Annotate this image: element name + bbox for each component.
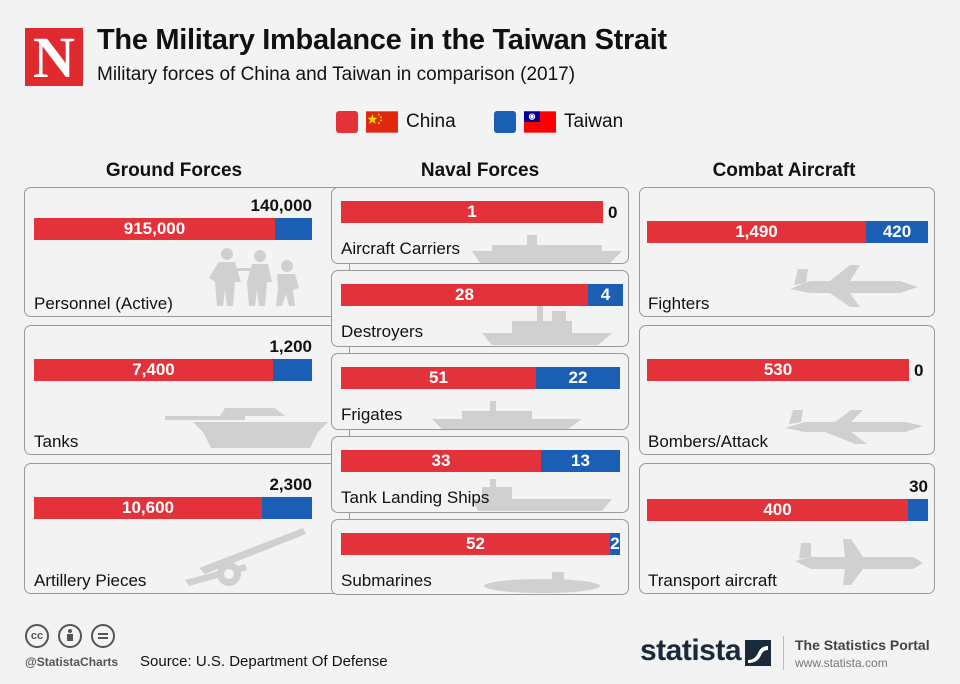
bar: 10,600 (34, 497, 312, 519)
panel-label: Artillery Pieces (34, 571, 147, 590)
legend-label-taiwan: Taiwan (564, 111, 624, 132)
panel-frigates: 51 22 Frigates (331, 353, 629, 430)
frigate-icon (432, 401, 582, 436)
bar-segment-china: 28 (341, 284, 588, 306)
panel-label: Frigates (341, 405, 403, 424)
bar-segment-china: 1 (341, 201, 603, 223)
landing-ship-icon (472, 479, 612, 518)
value-label-taiwan: 2,300 (269, 475, 312, 494)
bar-segment-china: 915,000 (34, 218, 275, 240)
china-swatch (336, 111, 358, 133)
panel-fighters: 1,490 420 Fighters (639, 187, 935, 317)
taiwan-swatch (494, 111, 516, 133)
bar-segment-taiwan (275, 218, 312, 240)
bar: 52 2 (341, 533, 620, 555)
panel-label: Tanks (34, 432, 79, 451)
value-label-taiwan: 1,200 (269, 337, 312, 356)
bar: 915,000 (34, 218, 312, 240)
bar: 400 (647, 499, 928, 521)
panel-artillery-pieces: 10,600 2,300 Artillery Pieces (24, 463, 350, 594)
panel-transport-aircraft: 400 30 Transport aircraft (639, 463, 935, 594)
attribution-icon (58, 624, 82, 648)
panel-submarines: 52 2 Submarines (331, 519, 629, 595)
column-title-naval: Naval Forces (420, 160, 540, 181)
panel-destroyers: 28 4 Destroyers (331, 270, 629, 347)
taiwan-flag-icon (524, 111, 556, 133)
legend-item-china: China (336, 111, 456, 133)
chart-subtitle: Military forces of China and Taiwan in c… (97, 64, 576, 85)
fighter-jet-icon (790, 263, 920, 314)
value-label-taiwan: 30 (909, 477, 928, 496)
carrier-icon (472, 231, 622, 270)
bar-segment-taiwan: 13 (541, 450, 620, 472)
panel-tank-landing-ships: 33 13 Tank Landing Ships (331, 436, 629, 513)
bar: 33 13 (341, 450, 620, 472)
no-derivatives-icon (91, 624, 115, 648)
tank-icon (165, 398, 335, 459)
bar-segment-china: 1,490 (647, 221, 866, 243)
bar-segment-china: 33 (341, 450, 541, 472)
panel-personnel-active-: 915,000 140,000 Personnel (Active) (24, 187, 350, 317)
bar-segment-taiwan: 420 (866, 221, 928, 243)
panel-label: Destroyers (341, 322, 424, 341)
submarine-icon (482, 570, 602, 599)
bomber-icon (785, 406, 925, 451)
panel-label: Personnel (Active) (34, 294, 173, 313)
panel-label: Aircraft Carriers (341, 239, 461, 258)
bar: 28 4 (341, 284, 623, 306)
statista-url: www.statista.com (795, 656, 888, 670)
footer-separator (783, 636, 784, 670)
panel-label: Submarines (341, 571, 432, 590)
artillery-icon (175, 524, 315, 595)
statista-logo-icon (745, 640, 771, 666)
panel-label: Fighters (648, 294, 710, 313)
bar-segment-taiwan: 22 (536, 367, 620, 389)
bar: 1,490 420 (647, 221, 928, 243)
bar-segment-taiwan (262, 497, 312, 519)
value-label-taiwan: 0 (608, 203, 618, 222)
bar: 51 22 (341, 367, 620, 389)
source-text: Source: U.S. Department Of Defense (140, 653, 388, 670)
value-label-taiwan: 140,000 (250, 196, 312, 215)
statista-logo-text: statista (640, 634, 742, 667)
legend: China Taiwan (0, 111, 960, 137)
newsweek-logo: N (25, 28, 83, 88)
bar-segment-taiwan: 4 (588, 284, 623, 306)
bar: 7,400 (34, 359, 312, 381)
panel-label: Transport aircraft (648, 571, 777, 590)
column-title-ground: Ground Forces (105, 160, 243, 181)
bar-segment-china: 10,600 (34, 497, 262, 519)
bar-segment-china: 7,400 (34, 359, 273, 381)
legend-label-china: China (406, 111, 456, 132)
bar-segment-taiwan (908, 499, 928, 521)
value-label-taiwan: 0 (914, 361, 924, 380)
panel-label: Bombers/Attack (648, 432, 768, 451)
statista-handle: @StatistaCharts (25, 655, 119, 669)
bar: 1 (341, 201, 603, 223)
china-flag-icon (366, 111, 398, 133)
bar-segment-china: 51 (341, 367, 536, 389)
panel-aircraft-carriers: 1 0 Aircraft Carriers (331, 187, 629, 264)
cc-icon: cc (25, 624, 49, 648)
legend-item-taiwan: Taiwan (494, 111, 623, 133)
bar-segment-china: 52 (341, 533, 610, 555)
chart-title: The Military Imbalance in the Taiwan Str… (97, 24, 667, 56)
column-title-aircraft: Combat Aircraft (712, 160, 856, 181)
statista-portal: The Statistics Portal (795, 637, 930, 653)
bar-segment-china: 400 (647, 499, 908, 521)
destroyer-icon (482, 303, 612, 352)
panel-bombers-attack: 530 0 Bombers/Attack (639, 325, 935, 455)
bar: 530 (647, 359, 909, 381)
bar-segment-taiwan (273, 359, 312, 381)
bar-segment-taiwan: 2 (610, 533, 620, 555)
panel-label: Tank Landing Ships (341, 488, 490, 507)
transport-plane-icon (795, 537, 925, 592)
soldiers-icon (205, 246, 305, 311)
panel-tanks: 7,400 1,200 Tanks (24, 325, 350, 455)
bar-segment-china: 530 (647, 359, 909, 381)
